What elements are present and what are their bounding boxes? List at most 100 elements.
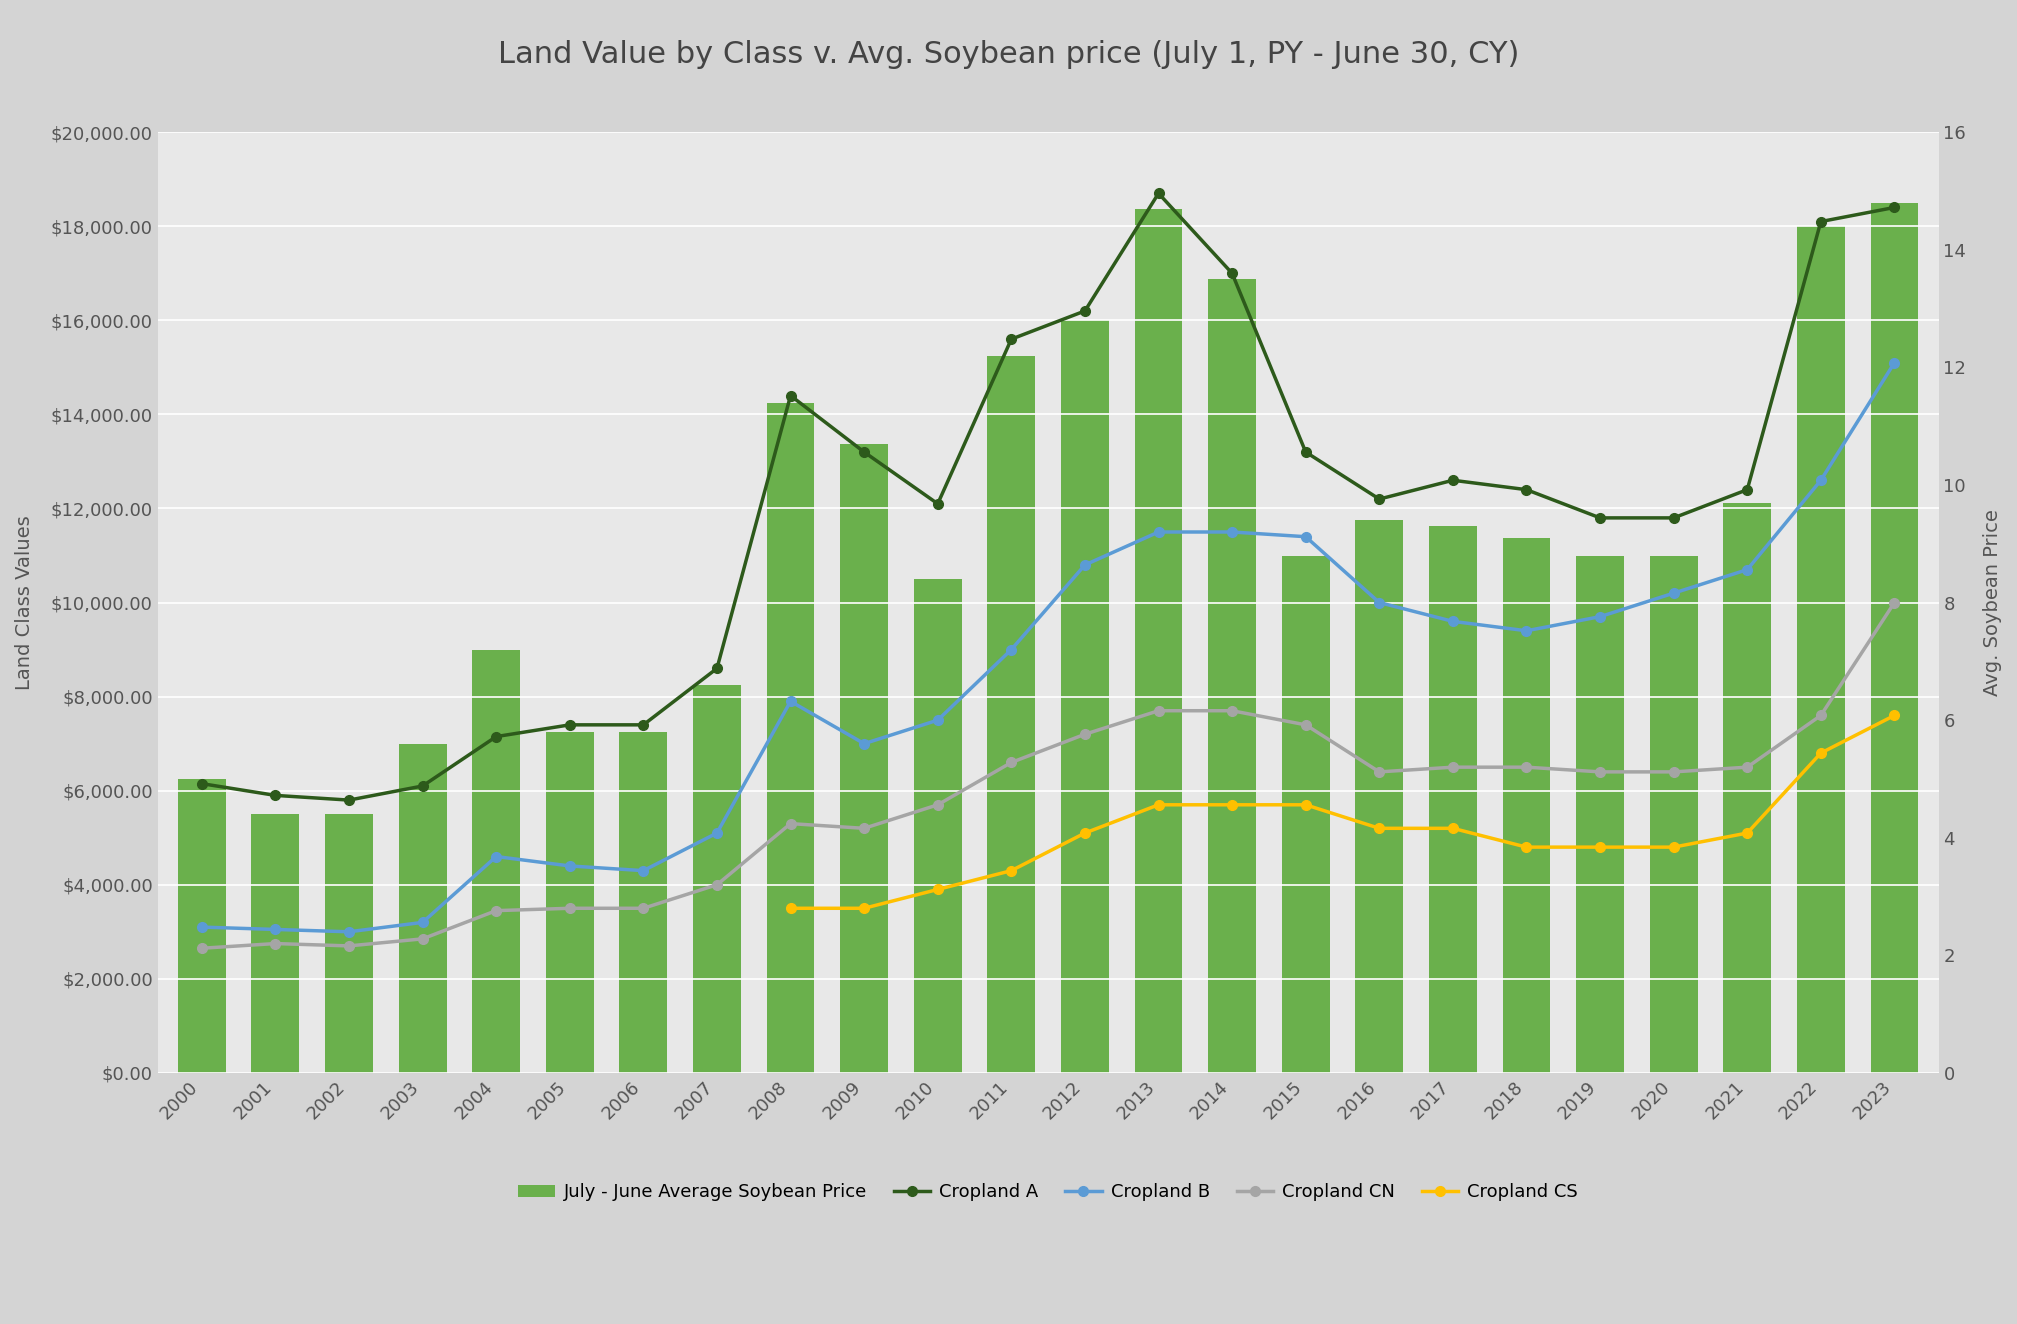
Cropland CS xyxy=(1662,839,1686,855)
Cropland B xyxy=(190,919,214,935)
Bar xyxy=(619,732,668,1072)
Cropland B xyxy=(484,849,508,865)
Bar xyxy=(1723,503,1771,1072)
Cropland B xyxy=(779,694,803,710)
Cropland A xyxy=(1515,482,1539,498)
Cropland B xyxy=(557,858,581,874)
Cropland B xyxy=(1220,524,1244,540)
Cropland A xyxy=(704,661,728,677)
Cropland CS xyxy=(1515,839,1539,855)
Bar xyxy=(399,744,446,1072)
Cropland B xyxy=(704,825,728,841)
Cropland CN xyxy=(926,797,950,813)
Bar xyxy=(1650,556,1698,1072)
Cropland CN xyxy=(1809,707,1833,723)
Cropland B xyxy=(1662,585,1686,601)
Cropland A xyxy=(1220,265,1244,281)
Cropland B xyxy=(998,642,1023,658)
Cropland B xyxy=(1735,561,1759,577)
Bar xyxy=(177,779,226,1072)
Cropland CS xyxy=(1293,797,1317,813)
Cropland B xyxy=(1146,524,1170,540)
Bar xyxy=(1503,538,1551,1072)
Cropland CN xyxy=(190,940,214,956)
Cropland CS xyxy=(1440,821,1464,837)
Cropland A xyxy=(1882,200,1906,216)
Cropland CN xyxy=(1220,703,1244,719)
Cropland CN xyxy=(851,821,875,837)
Line: Cropland B: Cropland B xyxy=(198,357,1900,936)
Cropland B xyxy=(337,924,361,940)
Cropland CS xyxy=(1368,821,1392,837)
Cropland A xyxy=(851,444,875,459)
Cropland B xyxy=(1515,622,1539,638)
Cropland A xyxy=(557,716,581,732)
Bar xyxy=(1208,279,1257,1072)
Bar xyxy=(1136,209,1182,1072)
Bar xyxy=(1061,320,1109,1072)
Cropland B xyxy=(1809,473,1833,489)
Bar xyxy=(1575,556,1624,1072)
Line: Cropland CS: Cropland CS xyxy=(787,711,1900,914)
Bar xyxy=(1281,556,1329,1072)
Cropland CN xyxy=(1662,764,1686,780)
Bar xyxy=(252,814,299,1072)
Cropland CS xyxy=(1882,707,1906,723)
Bar xyxy=(1870,203,1918,1072)
Bar xyxy=(472,650,520,1072)
Cropland CN xyxy=(1368,764,1392,780)
Cropland B xyxy=(1440,613,1464,629)
Cropland CN xyxy=(1146,703,1170,719)
Cropland B xyxy=(1073,557,1097,573)
Cropland A xyxy=(337,792,361,808)
Cropland A xyxy=(484,728,508,744)
Bar xyxy=(547,732,593,1072)
Cropland CN xyxy=(704,876,728,892)
Cropland CS xyxy=(1073,825,1097,841)
Cropland B xyxy=(851,736,875,752)
Text: Land Value by Class v. Avg. Soybean price (July 1, PY - June 30, CY): Land Value by Class v. Avg. Soybean pric… xyxy=(498,40,1519,69)
Line: Cropland A: Cropland A xyxy=(198,188,1900,805)
Cropland B xyxy=(1882,355,1906,371)
Cropland CS xyxy=(926,882,950,898)
Cropland A xyxy=(1587,510,1612,526)
Cropland A xyxy=(998,331,1023,347)
Cropland A xyxy=(411,779,436,794)
Cropland CS xyxy=(851,900,875,916)
Cropland A xyxy=(1293,444,1317,459)
Cropland B xyxy=(1368,594,1392,610)
Bar xyxy=(841,444,887,1072)
Bar xyxy=(766,402,815,1072)
Cropland B xyxy=(1587,609,1612,625)
Cropland CS xyxy=(1146,797,1170,813)
Cropland CN xyxy=(1735,759,1759,775)
Cropland CN xyxy=(631,900,656,916)
Line: Cropland CN: Cropland CN xyxy=(198,597,1900,953)
Cropland CN xyxy=(1882,594,1906,610)
Cropland CN xyxy=(264,936,288,952)
Cropland A xyxy=(264,788,288,804)
Cropland CN xyxy=(337,937,361,953)
Cropland A xyxy=(1368,491,1392,507)
Cropland A xyxy=(1662,510,1686,526)
Cropland B xyxy=(1293,528,1317,544)
Cropland B xyxy=(411,915,436,931)
Cropland B xyxy=(631,863,656,879)
Cropland CS xyxy=(1587,839,1612,855)
Cropland A xyxy=(631,716,656,732)
Y-axis label: Land Class Values: Land Class Values xyxy=(14,515,34,690)
Cropland B xyxy=(926,712,950,728)
Cropland CN xyxy=(484,903,508,919)
Cropland A xyxy=(926,495,950,511)
Bar xyxy=(988,356,1035,1072)
Cropland CN xyxy=(1515,759,1539,775)
Legend: July - June Average Soybean Price, Cropland A, Cropland B, Cropland CN, Cropland: July - June Average Soybean Price, Cropl… xyxy=(510,1176,1585,1209)
Cropland CS xyxy=(1735,825,1759,841)
Cropland CN xyxy=(1587,764,1612,780)
Cropland A xyxy=(1146,185,1170,201)
Cropland CS xyxy=(1220,797,1244,813)
Bar xyxy=(1797,226,1846,1072)
Cropland CN xyxy=(1073,727,1097,743)
Y-axis label: Avg. Soybean Price: Avg. Soybean Price xyxy=(1983,510,2003,696)
Cropland A xyxy=(190,776,214,792)
